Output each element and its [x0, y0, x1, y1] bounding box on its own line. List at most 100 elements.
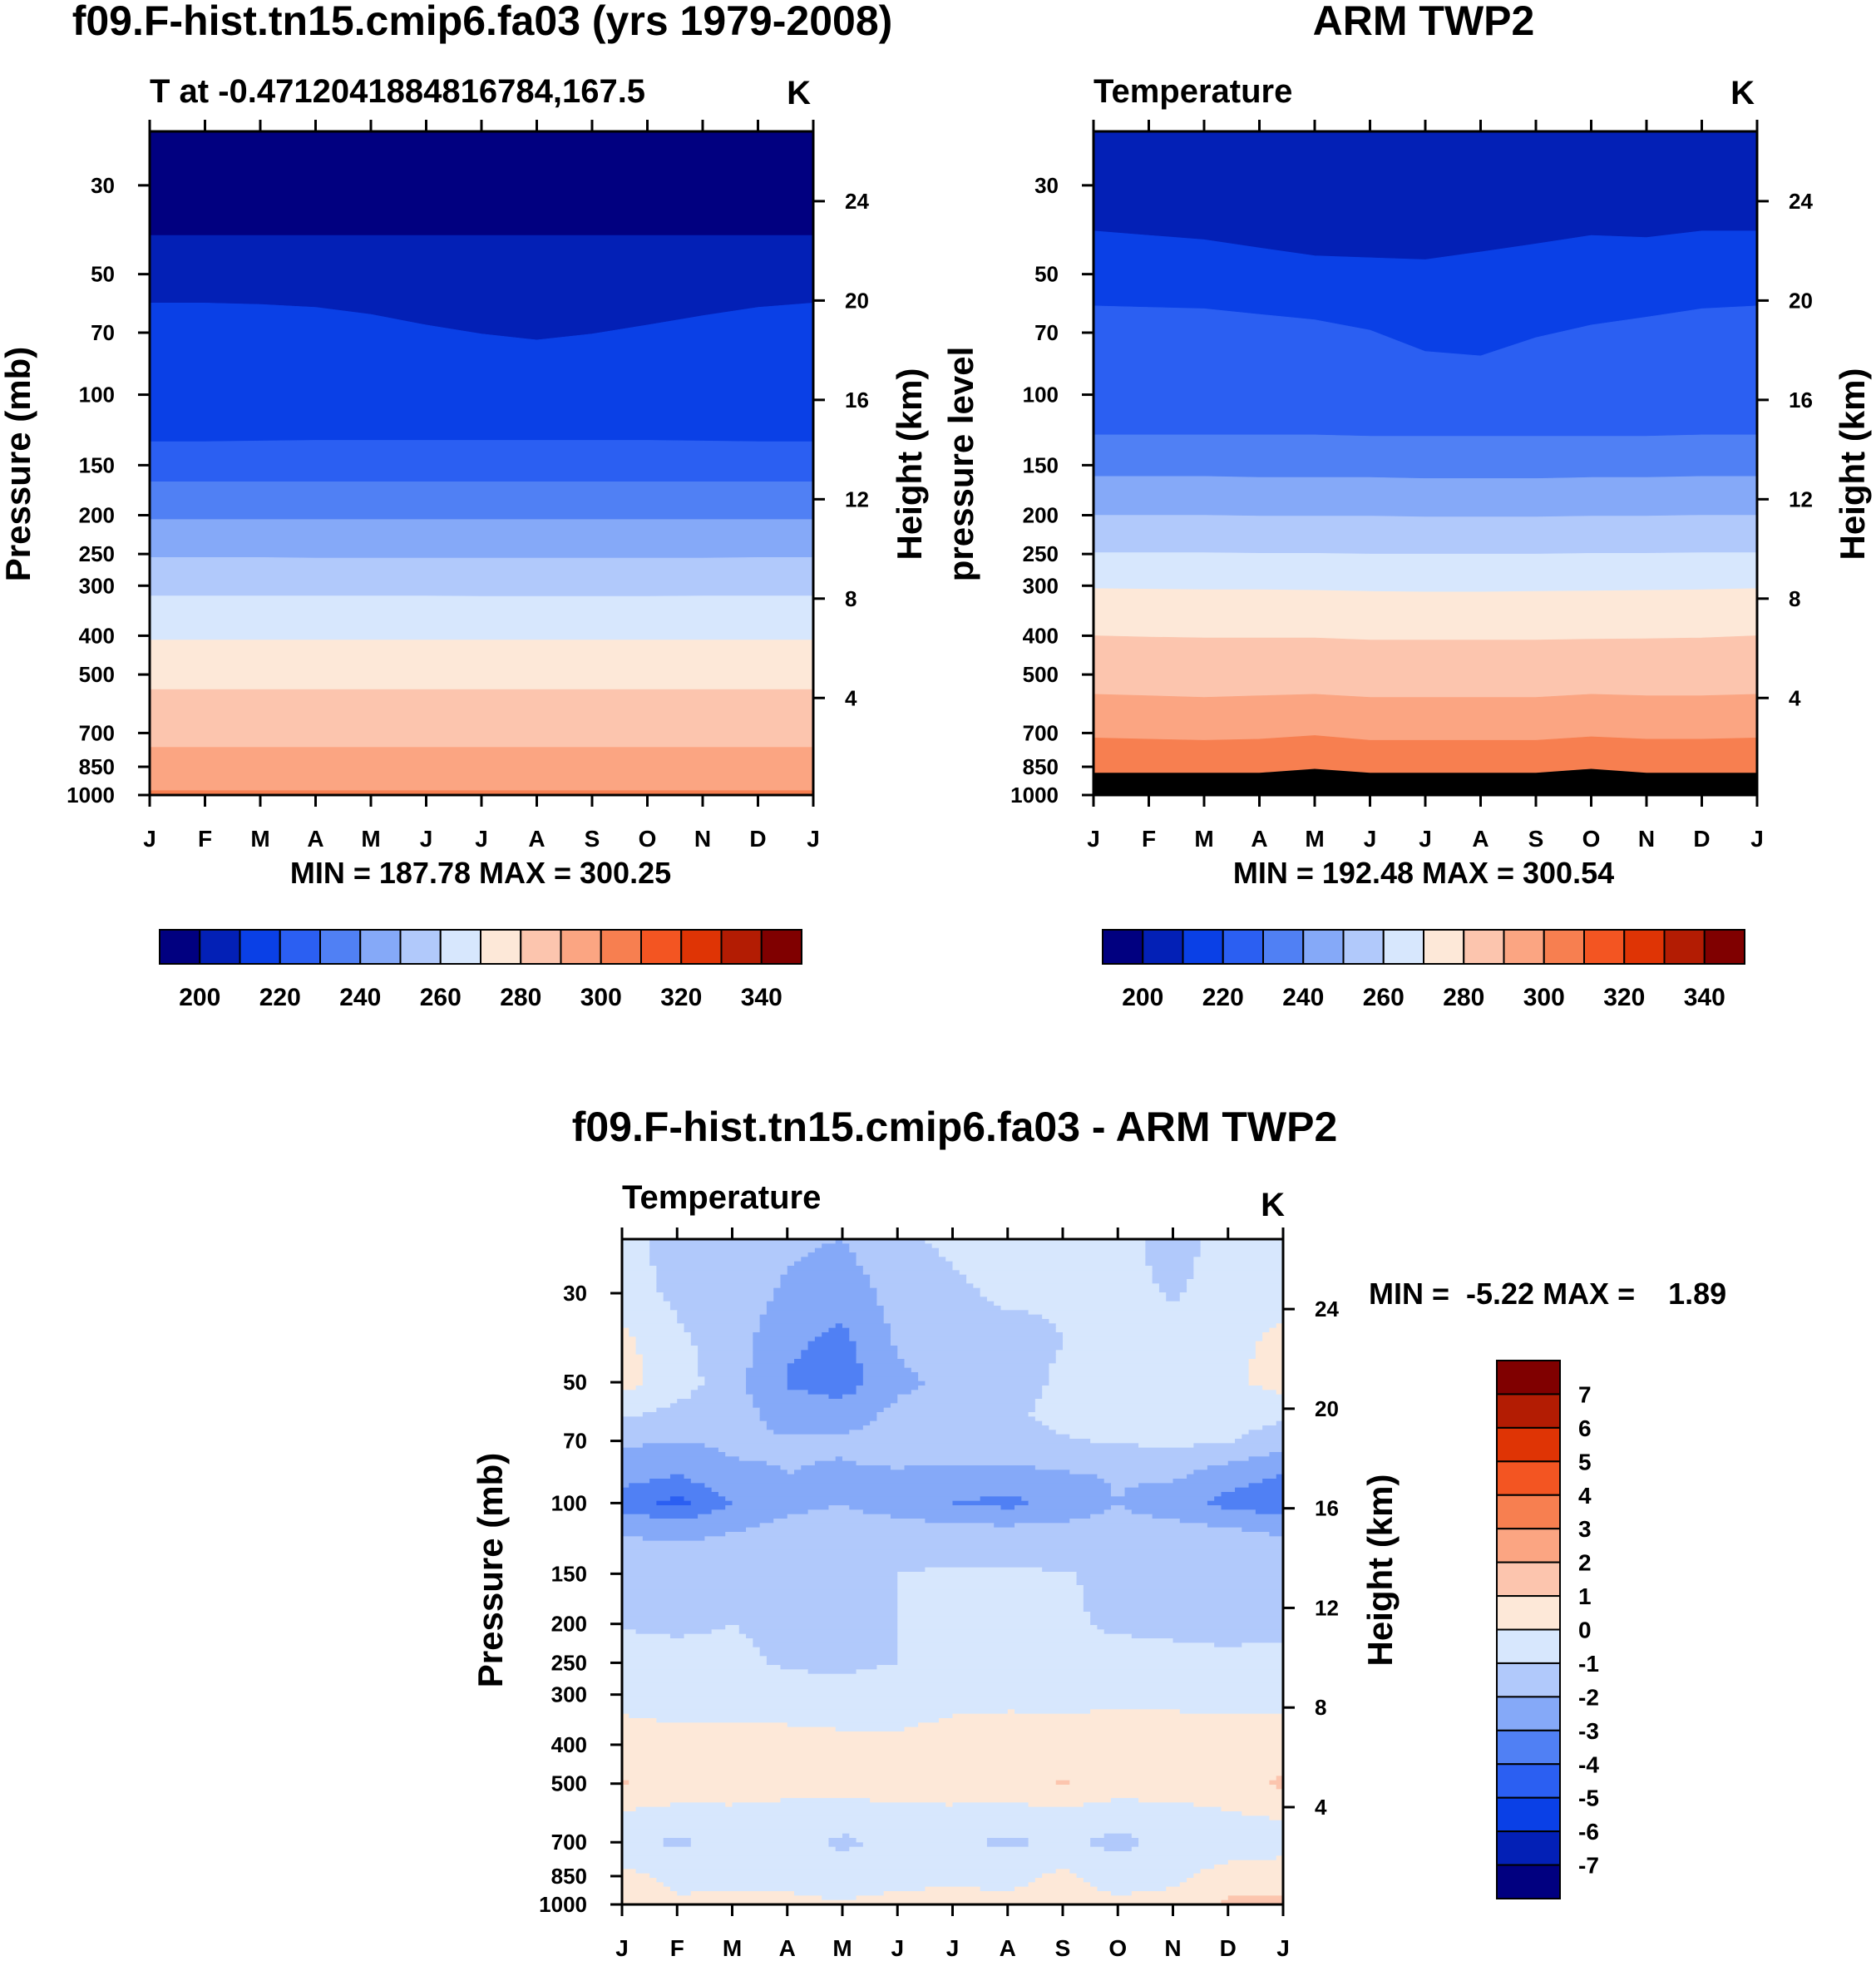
- contour-cell: [622, 1811, 1242, 1816]
- y-tick-label: 400: [1023, 623, 1059, 648]
- contour-cell: [890, 1323, 1057, 1329]
- contour-cell: [828, 1505, 850, 1510]
- contour-cell: [635, 1346, 699, 1351]
- contour-cell: [1069, 1869, 1202, 1875]
- contour-cell: [753, 1394, 830, 1400]
- contour-cell: [807, 1346, 857, 1351]
- panel-model-stats: MIN = 187.78 MAX = 300.25: [290, 856, 671, 890]
- contour-cell: [1028, 1310, 1283, 1316]
- colorbar-label: 320: [1603, 984, 1645, 1011]
- contour-cell: [622, 1292, 664, 1297]
- contour-cell: [622, 1895, 822, 1901]
- contour-cell: [698, 1514, 788, 1519]
- panel-obs-colorbar: 200 220 240 260 280 300 320 340: [1102, 929, 1745, 1011]
- contour-cell: [622, 1274, 658, 1280]
- contour-cell: [849, 1247, 940, 1253]
- contour-cell: [835, 1239, 843, 1244]
- contour-cell: [629, 1780, 1057, 1786]
- contour-cell: [1055, 1359, 1250, 1364]
- contour-cell: [897, 1616, 1091, 1622]
- contour-cell: [622, 1638, 753, 1643]
- contour-cell: [890, 1465, 906, 1470]
- contour-cell: [1242, 1811, 1283, 1816]
- contour-cell: [622, 1332, 629, 1337]
- contour-cell: [622, 1287, 658, 1293]
- contour-cell: [690, 1336, 753, 1342]
- contour-cell: [862, 1376, 919, 1382]
- contour-cell: [704, 1376, 747, 1382]
- contour-cell: [766, 1301, 878, 1307]
- contour-cell: [773, 1519, 926, 1524]
- contour-cell: [622, 1758, 1283, 1763]
- x-tick-label: J: [891, 1935, 904, 1961]
- contour-cell: [1158, 1283, 1187, 1289]
- contour-cell: [1179, 1519, 1283, 1524]
- contour-cell: [876, 1665, 1283, 1670]
- contour-cell: [780, 1798, 871, 1803]
- contour-band: [150, 747, 813, 791]
- contour-cell: [1179, 1292, 1283, 1297]
- contour-cell: [622, 1682, 1283, 1688]
- contour-cell: [897, 1620, 1091, 1626]
- contour-cell: [1042, 1873, 1078, 1879]
- x-tick-label: A: [307, 826, 323, 852]
- contour-cell: [1166, 1297, 1181, 1302]
- contour-cell: [622, 1434, 1070, 1440]
- contour-cell: [1166, 1886, 1283, 1892]
- colorbar-box: [1623, 929, 1666, 965]
- contour-cell: [622, 1713, 629, 1719]
- contour-cell: [787, 1372, 864, 1377]
- contour-cell: [1110, 1487, 1126, 1493]
- contour-cell: [690, 1842, 830, 1848]
- contour-cell: [1034, 1407, 1283, 1413]
- colorbar-label: 200: [1122, 984, 1163, 1011]
- contour-cell: [677, 1310, 768, 1316]
- contour-cell: [622, 1766, 1283, 1772]
- contour-cell: [766, 1310, 885, 1316]
- contour-cell: [1069, 1780, 1271, 1786]
- contour-cell: [759, 1647, 898, 1652]
- contour-cell: [656, 1500, 692, 1506]
- colorbar-box: [319, 929, 362, 965]
- y2-tick-label: 24: [1789, 189, 1813, 214]
- panel-model: f09.F-hist.tn15.cmip6.fa03 (yrs 1979-200…: [0, 0, 929, 1011]
- colorbar-box: [399, 929, 442, 965]
- contour-cell: [1200, 1252, 1283, 1257]
- contour-cell: [835, 1846, 850, 1852]
- contour-cell: [787, 1367, 864, 1373]
- contour-cell: [622, 1593, 898, 1599]
- x-tick-label: D: [1220, 1935, 1237, 1961]
- contour-cell: [1042, 1567, 1283, 1573]
- contour-cell: [1145, 1261, 1194, 1267]
- colorbar-box: [1496, 1426, 1561, 1463]
- contour-cell: [725, 1496, 981, 1502]
- contour-cell: [622, 1660, 768, 1666]
- contour-cell: [629, 1713, 954, 1719]
- contour-cell: [622, 1798, 782, 1803]
- contour-cell: [918, 1376, 1050, 1382]
- contour-cell: [622, 1549, 1283, 1555]
- contour-cell: [1207, 1523, 1283, 1529]
- contour-cell: [753, 1403, 891, 1409]
- contour-cell: [649, 1247, 816, 1253]
- contour-cell: [842, 1833, 850, 1839]
- contour-cell: [753, 1336, 816, 1342]
- contour-cell: [711, 1629, 740, 1635]
- contour-cell: [1269, 1780, 1283, 1786]
- colorbar-label: 300: [580, 984, 622, 1011]
- contour-cell: [1124, 1505, 1222, 1510]
- contour-cell: [622, 1846, 837, 1852]
- contour-cell: [649, 1261, 795, 1267]
- contour-cell: [649, 1239, 837, 1244]
- y-tick-label: 200: [79, 502, 115, 527]
- contour-band: [150, 519, 813, 559]
- contour-cell: [1276, 1776, 1283, 1781]
- contour-cell: [746, 1367, 788, 1373]
- contour-cell: [1015, 1709, 1091, 1715]
- contour-cell: [635, 1336, 692, 1342]
- contour-cell: [1262, 1479, 1283, 1484]
- contour-cell: [622, 1762, 1283, 1768]
- contour-cell: [897, 1346, 1064, 1351]
- contour-cell: [856, 1386, 919, 1390]
